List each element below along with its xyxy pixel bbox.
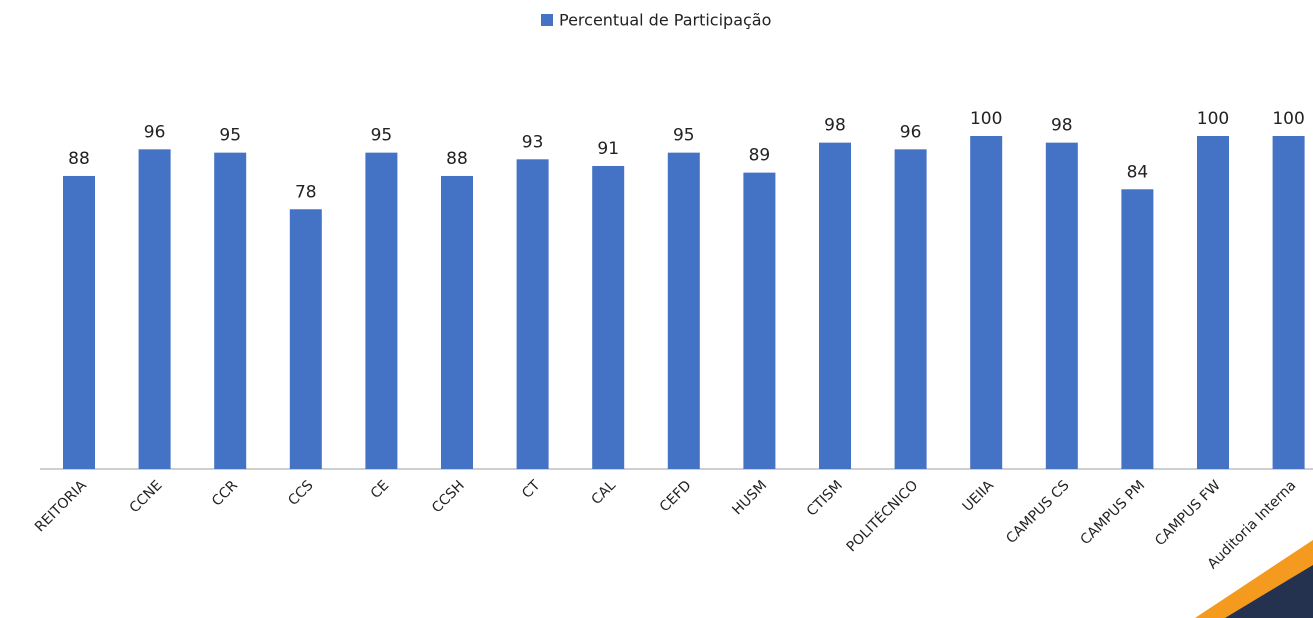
legend-label: Percentual de Participação (559, 11, 771, 30)
value-label: 88 (68, 149, 90, 169)
value-label: 84 (1127, 162, 1149, 182)
x-tick-label: CAL (589, 477, 620, 508)
value-label: 100 (1197, 109, 1229, 129)
bar (441, 175, 473, 469)
x-tick-label: HUSM (729, 478, 770, 519)
x-tick-label: POLITÉCNICO (843, 477, 921, 555)
bar (63, 175, 95, 469)
value-label: 98 (1051, 116, 1073, 136)
x-tick-label: CAMPUS FW (1152, 477, 1224, 549)
corner-decoration (1225, 565, 1313, 618)
bar (592, 165, 625, 469)
value-label: 78 (295, 182, 317, 202)
value-label: 91 (597, 139, 619, 159)
value-label: 93 (522, 132, 544, 152)
x-tick-label: UEIIA (960, 477, 998, 515)
bar (1197, 136, 1229, 469)
x-tick-label: CAMPUS PM (1078, 478, 1149, 549)
bar (138, 149, 171, 469)
bar (1045, 142, 1078, 469)
x-tick-label: CEFD (657, 478, 695, 516)
x-tick-label: CCSH (429, 478, 468, 517)
x-tick-label: CCS (285, 477, 317, 509)
x-tick-label: CT (519, 477, 544, 502)
bar (743, 172, 776, 469)
bar (894, 149, 927, 469)
bar (819, 142, 851, 469)
value-label: 100 (1272, 109, 1304, 129)
x-tick-label: REITORIA (32, 477, 90, 535)
value-label: 100 (970, 109, 1002, 129)
value-label: 96 (144, 122, 166, 142)
value-label: 95 (673, 126, 695, 146)
bar (667, 152, 700, 469)
x-tick-label: CCNE (127, 478, 166, 517)
legend-swatch (541, 14, 553, 26)
x-tick-label: CE (368, 478, 392, 502)
value-label: 96 (900, 122, 922, 142)
value-label: 88 (446, 149, 468, 169)
bar (214, 152, 247, 469)
bar (970, 136, 1003, 469)
x-tick-label: CAMPUS CS (1003, 477, 1072, 546)
bar (1272, 136, 1305, 469)
bar (289, 209, 322, 469)
value-label: 89 (749, 146, 771, 166)
x-tick-label: CCR (209, 477, 241, 509)
value-label: 98 (824, 116, 846, 136)
value-label: 95 (371, 126, 393, 146)
bar (516, 159, 549, 469)
bar (1121, 189, 1154, 469)
bar (365, 152, 398, 469)
x-tick-label: CTISM (804, 478, 846, 520)
value-label: 95 (219, 126, 241, 146)
